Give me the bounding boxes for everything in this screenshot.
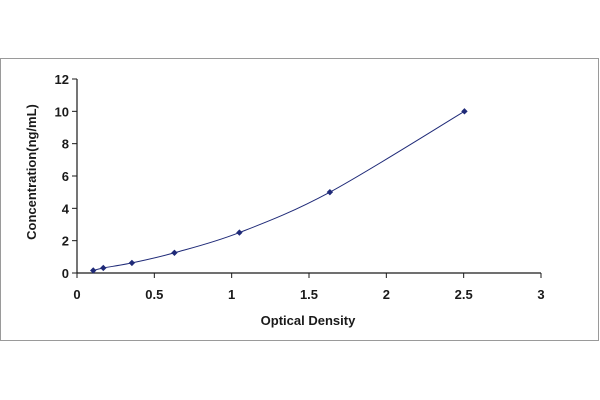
x-axis-title: Optical Density [261,313,356,328]
x-axis-ticks: 0 0.5 1 1.5 2 2.5 3 [73,273,545,302]
y-tick-label: 6 [62,169,69,184]
data-points [90,108,468,274]
x-tick-label: 1 [228,287,235,302]
y-axis-title: Concentration(ng/mL) [24,104,39,240]
y-tick-label: 12 [55,72,69,87]
fit-curve [93,110,465,271]
y-tick-label: 2 [62,234,69,249]
x-tick-label: 3 [537,287,544,302]
data-point [171,249,178,256]
data-point [100,264,107,272]
fit-curve-line [93,110,465,271]
x-tick-label: 0 [73,287,80,302]
data-point [236,229,243,236]
axes [76,79,541,274]
x-tick-label: 2.5 [455,287,473,302]
data-point [128,259,136,267]
y-tick-label: 0 [62,266,69,281]
y-tick-label: 4 [62,201,70,216]
data-point [326,188,334,196]
data-point [90,267,97,274]
x-tick-label: 1.5 [300,287,318,302]
y-axis-ticks: 0 2 4 6 8 10 12 [55,72,77,281]
x-tick-label: 0.5 [145,287,163,302]
x-tick-label: 2 [383,287,390,302]
data-point [461,108,468,115]
y-tick-label: 8 [62,137,69,152]
y-tick-label: 10 [55,104,69,119]
chart-frame [0,58,599,341]
